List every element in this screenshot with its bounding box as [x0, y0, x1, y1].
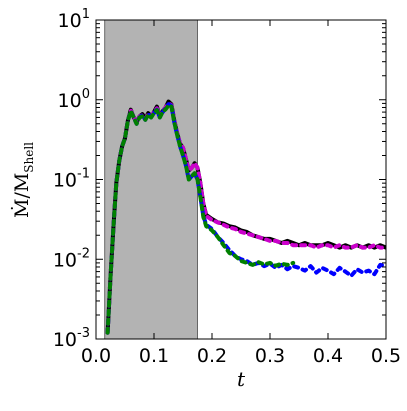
- shaded-region: [104, 19, 198, 340]
- y-tick-label: 10-1: [53, 167, 90, 192]
- y-tick-label: 101: [58, 7, 90, 32]
- x-tick-label: 0.1: [139, 345, 169, 367]
- series-layer: [105, 99, 386, 335]
- tick-layer: 0.0 0.1 0.2 0.3 0.4 0.5 10-3 10-2 10-1 100 101: [53, 7, 401, 367]
- x-axis-label: t: [237, 367, 246, 391]
- y-axis-label-main: Ṁ/M: [10, 173, 33, 218]
- x-tick-label: 0.5: [371, 345, 401, 367]
- x-tick-label: 0.4: [313, 345, 343, 367]
- y-axis-label: Ṁ/MShell: [10, 142, 36, 218]
- x-tick-label: 0.2: [197, 345, 227, 367]
- y-axis-label-subscript: Shell: [22, 142, 36, 173]
- x-tick-label: 0.0: [81, 345, 111, 367]
- y-tick-label: 10-2: [53, 246, 90, 271]
- series-line-3: [105, 103, 296, 335]
- y-tick-label: 100: [58, 87, 90, 112]
- x-tick-label: 0.3: [255, 345, 285, 367]
- y-tick-label: 10-3: [53, 326, 90, 351]
